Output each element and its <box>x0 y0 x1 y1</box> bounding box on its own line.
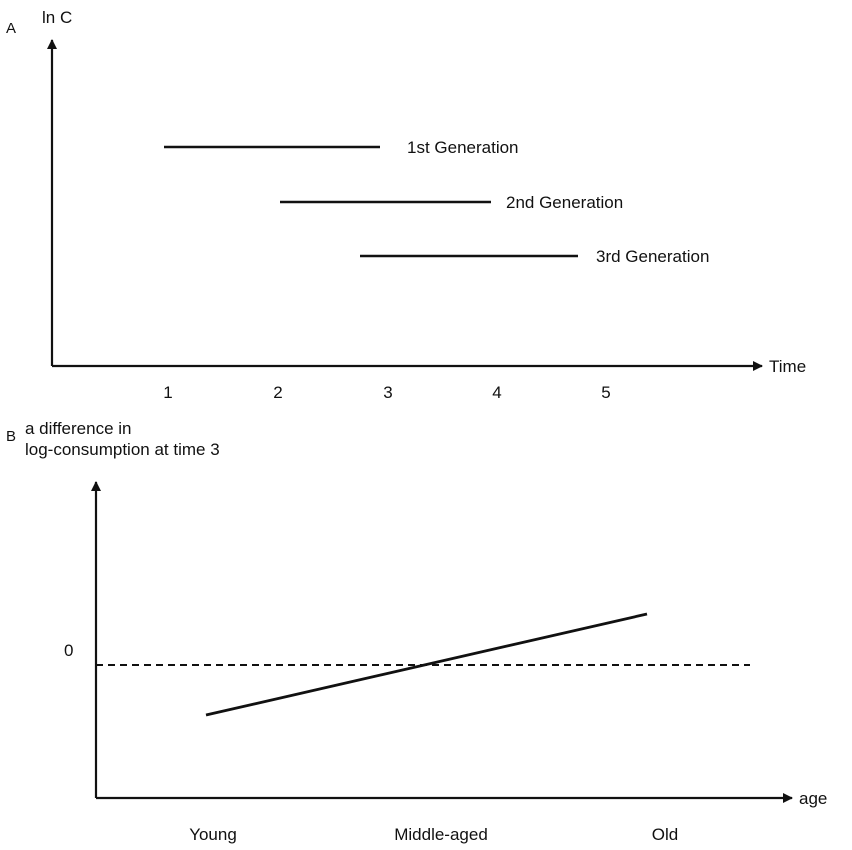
panel-a-y-axis-label: ln C <box>42 8 72 27</box>
panel-b-x-axis-label: age <box>799 789 827 808</box>
panel-a-tick-5: 5 <box>601 383 610 402</box>
zero-label: 0 <box>64 641 73 660</box>
generation-3-label: 3rd Generation <box>596 247 709 266</box>
generation-1-label: 1st Generation <box>407 138 519 157</box>
category-middle-aged: Middle-aged <box>394 825 488 844</box>
panel-b-letter: B <box>6 428 16 445</box>
category-young: Young <box>189 825 237 844</box>
panel-b-y-axis-label-line1: a difference in <box>25 419 131 438</box>
panel-a-letter: A <box>6 20 16 37</box>
consumption-difference-line <box>205 612 648 717</box>
panel-a-tick-1: 1 <box>163 383 172 402</box>
panel-b: B a difference in log-consumption at tim… <box>6 419 827 844</box>
panel-a-tick-2: 2 <box>273 383 282 402</box>
panel-a-x-axis-label: Time <box>769 357 806 376</box>
panel-a-tick-3: 3 <box>383 383 392 402</box>
panel-b-y-axis-label-line2: log-consumption at time 3 <box>25 440 220 459</box>
panel-a-tick-4: 4 <box>492 383 501 402</box>
generation-2-label: 2nd Generation <box>506 193 623 212</box>
category-old: Old <box>652 825 678 844</box>
panel-a: A ln C Time 1 2 3 4 5 1st Generation 2nd… <box>6 8 806 402</box>
